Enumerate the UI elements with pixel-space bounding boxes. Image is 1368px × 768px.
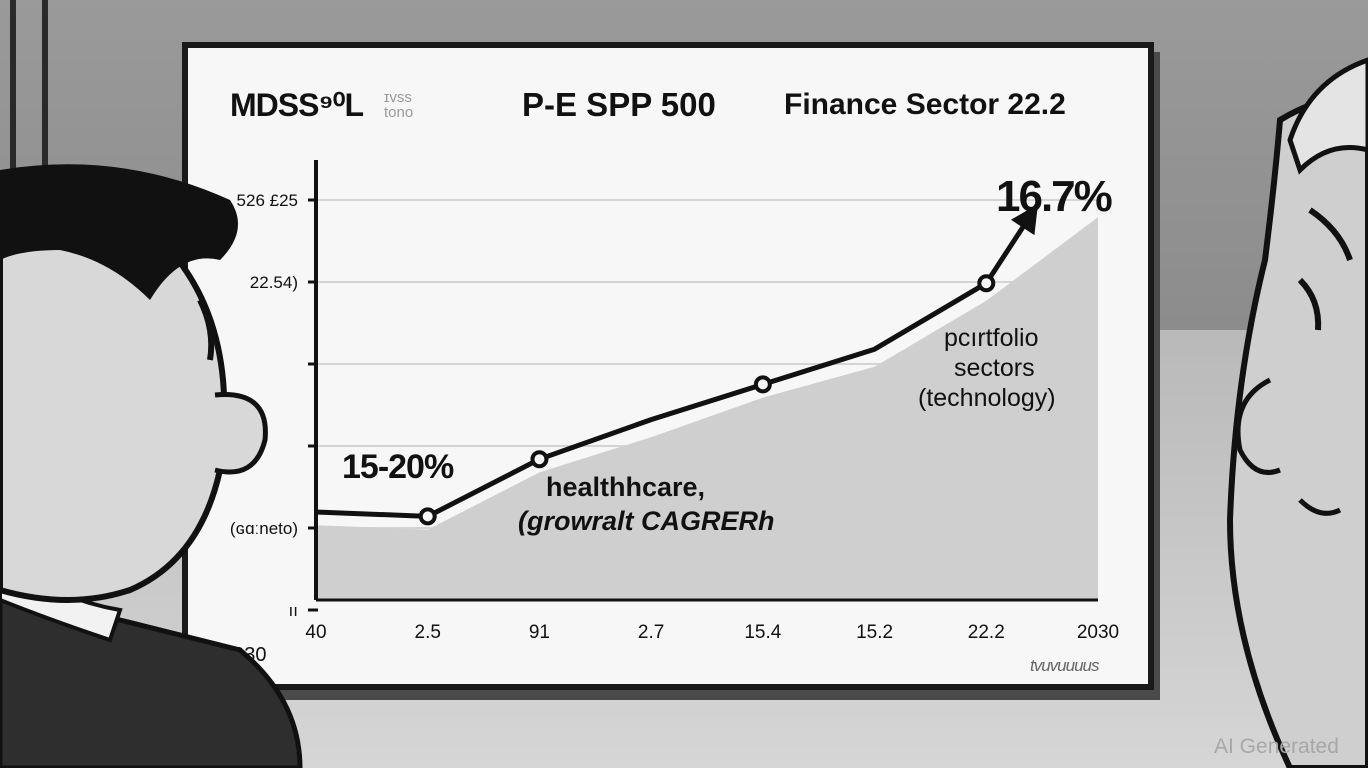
right-title: Finance Sector 22.2 xyxy=(784,88,1066,121)
ai-generated-watermark: AI Generated xyxy=(1214,735,1339,758)
right-label-line-3: (technology) xyxy=(918,384,1056,412)
y-tick-labels: 526 £25 22.54) (ɢɑːneto) ıı xyxy=(230,191,318,620)
logo-subtext-line-1: ɪvss xyxy=(384,89,412,106)
peak-value-label: 16.7% xyxy=(996,172,1113,221)
center-title: P-E SPP 500 xyxy=(522,86,716,123)
logo-subtext-line-2: tono xyxy=(384,104,414,121)
footer-scribble: tvuvuuuus xyxy=(1030,656,1099,675)
arrow-head xyxy=(1010,204,1038,236)
x-tick-label: 2030 xyxy=(1077,622,1119,643)
mid-label-line-1: healthhcare, xyxy=(546,472,706,502)
left-range-label: 15-20% xyxy=(342,448,454,486)
x-tick-label: 22.2 xyxy=(968,622,1005,643)
y-tick-label: ıı xyxy=(289,601,298,620)
x-tick-label: 91 xyxy=(529,622,550,643)
trend-arrow xyxy=(1010,204,1038,236)
data-point xyxy=(977,274,996,293)
logo-text: MDSS⁹⁰L xyxy=(230,87,364,123)
area-fill xyxy=(316,217,1098,600)
series-line xyxy=(315,202,1041,519)
logo-subtext: ɪvss tono xyxy=(384,90,413,120)
y-tick-label: 22.54) xyxy=(250,273,298,292)
x-tick-label: 15.2 xyxy=(856,622,893,643)
data-point xyxy=(753,375,772,394)
y-tick-label: 526 £25 xyxy=(237,191,298,210)
mid-label-line-2: (growralt CAGRERh xyxy=(518,506,775,536)
series-markers xyxy=(418,274,996,526)
right-label-line-2: sectors xyxy=(954,354,1035,382)
x-tick-label: 15.4 xyxy=(744,622,781,643)
y-tick-label: (ɢɑːneto) xyxy=(230,519,298,538)
x-tick-label: 2.7 xyxy=(638,622,664,643)
x-tick-label: 2.5 xyxy=(415,622,441,643)
right-label-line-1: pcırtfolio xyxy=(944,324,1039,352)
data-point xyxy=(530,450,549,469)
x-tick-labels: 40 2.5 91 2.7 15.4 15.2 22.2 2030 xyxy=(305,622,1119,643)
data-point xyxy=(418,507,437,526)
x-tick-label: 40 xyxy=(305,622,326,643)
